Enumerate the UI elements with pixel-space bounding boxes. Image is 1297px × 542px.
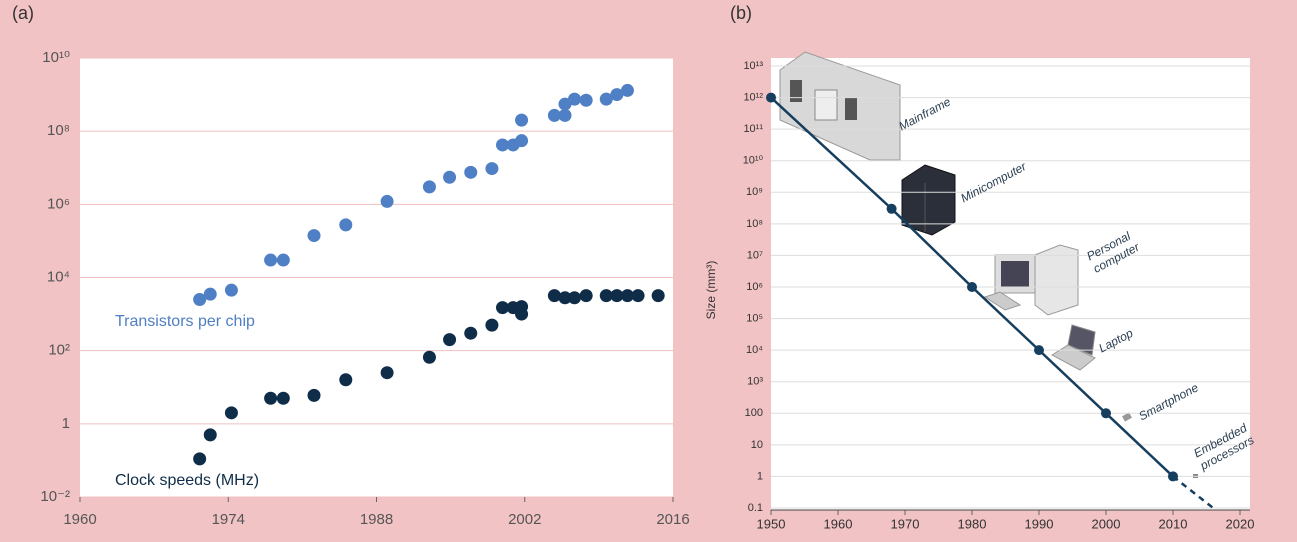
point: [485, 162, 498, 175]
y-tick-label: 10⁷: [747, 249, 763, 261]
x-tick-label: 2010: [1159, 516, 1188, 531]
point: [580, 94, 593, 107]
x-tick-label: 1950: [757, 516, 786, 531]
x-tick-label: 1960: [63, 511, 96, 528]
y-tick-label: 10⁴: [746, 344, 763, 356]
y-tick-label: 100: [745, 407, 763, 419]
point: [264, 392, 277, 405]
point: [308, 229, 321, 242]
point: [381, 366, 394, 379]
series-label: Transistors per chip: [115, 313, 255, 330]
point: [887, 204, 897, 214]
panel-label: (b): [730, 3, 752, 23]
y-tick-label: 10¹⁰: [743, 155, 764, 167]
point: [443, 333, 456, 346]
minicomputer-icon: [902, 165, 955, 235]
y-tick-label: 1: [757, 470, 763, 482]
point: [1101, 408, 1111, 418]
x-tick-label: 1980: [958, 516, 987, 531]
figure: (a) (b) Size (mm³) 10⁻² 1 10² 10⁴ 10⁶ 10⁸ 10¹⁰…: [0, 0, 1297, 542]
x-tick-label: 2016: [656, 511, 689, 528]
point: [1034, 345, 1044, 355]
point: [225, 284, 238, 297]
point: [568, 93, 581, 106]
point: [464, 166, 477, 179]
point: [264, 254, 277, 267]
point: [204, 288, 217, 301]
point: [277, 392, 290, 405]
point: [339, 218, 352, 231]
y-tick-label: 0.1: [748, 502, 763, 514]
point: [515, 114, 528, 127]
x-tick-label: 1970: [891, 516, 920, 531]
y-tick-label: 10⁸: [746, 218, 763, 230]
x-tick-label: 1988: [360, 511, 393, 528]
x-tick-label: 1990: [1025, 516, 1054, 531]
point: [652, 289, 665, 302]
panel-label: (a): [12, 3, 34, 23]
point: [204, 428, 217, 441]
point: [580, 289, 593, 302]
point: [381, 195, 394, 208]
x-tick-label: 2000: [1092, 516, 1121, 531]
y-tick-label: 10¹³: [743, 60, 763, 72]
point: [225, 406, 238, 419]
point: [308, 389, 321, 402]
x-tick-label: 2002: [508, 511, 541, 528]
y-tick-label: 10⁻²: [40, 488, 70, 505]
point: [464, 327, 477, 340]
point: [568, 291, 581, 304]
y-tick-label: 10⁶: [47, 195, 70, 212]
y-tick-label: 1: [62, 415, 70, 432]
y-tick-label: 10³: [747, 376, 763, 388]
point: [558, 109, 571, 122]
y-tick-label: 10¹²: [743, 91, 763, 103]
series-label: Clock speeds (MHz): [115, 472, 259, 489]
point: [621, 84, 634, 97]
y-tick-label: 10: [751, 439, 763, 451]
x-tick-label: 2020: [1226, 516, 1255, 531]
y-tick-label: 10⁸: [47, 122, 70, 139]
point: [967, 282, 977, 292]
y-tick-label: 10⁶: [746, 281, 763, 293]
y-tick-label: 10⁹: [746, 186, 763, 198]
point: [339, 373, 352, 386]
point: [443, 171, 456, 184]
y-tick-label: 10⁵: [746, 312, 763, 324]
x-tick-label: 1960: [824, 516, 853, 531]
point: [423, 351, 436, 364]
point: [766, 93, 776, 103]
point: [515, 308, 528, 321]
y-tick-label: 10¹¹: [743, 123, 763, 135]
point: [423, 180, 436, 193]
y-tick-label: 10¹⁰: [42, 49, 70, 66]
point: [632, 289, 645, 302]
point: [193, 452, 206, 465]
x-tick-label: 1974: [212, 511, 245, 528]
y-tick-label: 10⁴: [47, 268, 70, 285]
point: [277, 254, 290, 267]
y-tick-label: 10²: [48, 342, 70, 359]
point: [515, 134, 528, 147]
y-axis-label: Size (mm³): [704, 261, 718, 320]
point: [485, 319, 498, 332]
